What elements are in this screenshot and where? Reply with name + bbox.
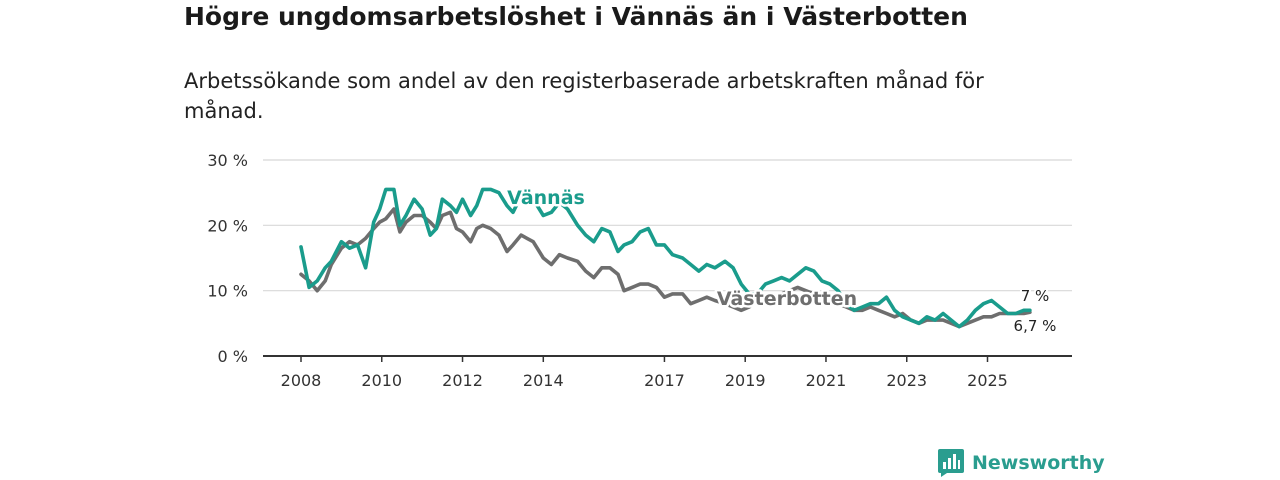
series-line-vannas (299, 187, 1032, 329)
series-lines (299, 187, 1032, 329)
series-label-vasterbotten-halo: Västerbotten (717, 288, 857, 310)
newsworthy-logo-icon (938, 449, 964, 477)
x-tick-label: 2010 (361, 371, 402, 390)
y-tick-label: 10 % (207, 282, 248, 301)
x-tick-label: 2021 (806, 371, 847, 390)
x-tick-label: 2008 (281, 371, 322, 390)
x-tick-label: 2019 (725, 371, 766, 390)
y-axis: 0 % 10 % 20 % 30 % (207, 151, 248, 366)
x-tick-label: 2017 (644, 371, 685, 390)
y-tick-label: 0 % (218, 347, 248, 366)
x-tick-label: 2012 (442, 371, 483, 390)
series-label-vannas-halo: Vännäs (507, 187, 585, 209)
end-label-vannas-halo: 7 % (1021, 287, 1050, 305)
newsworthy-wordmark: Newsworthy (972, 452, 1105, 474)
x-tick-label: 2014 (523, 371, 564, 390)
y-tick-label: 20 % (207, 216, 248, 235)
series-line-vasterbotten (299, 207, 1032, 329)
y-tick-label: 30 % (207, 151, 248, 170)
series-label-vasterbotten: Västerbotten (717, 288, 857, 310)
end-label-vasterbotten-halo: 6,7 % (1014, 317, 1057, 335)
x-tick-label: 2025 (967, 371, 1008, 390)
end-label-vannas: 7 % (1021, 287, 1050, 305)
chart-title: Högre ungdomsarbetslöshet i Vännäs än i … (184, 2, 968, 31)
end-label-vasterbotten: 6,7 % (1014, 317, 1057, 335)
x-axis: 2008 2010 2012 2014 2017 2019 2021 2023 2025 (263, 355, 1072, 390)
newsworthy-logo: Newsworthy (938, 449, 1105, 477)
gridlines (263, 159, 1072, 292)
x-tick-label: 2023 (886, 371, 927, 390)
series-label-vannas: Vännäs (507, 187, 585, 209)
chart-subtitle: Arbetssökande som andel av den registerb… (184, 69, 984, 123)
